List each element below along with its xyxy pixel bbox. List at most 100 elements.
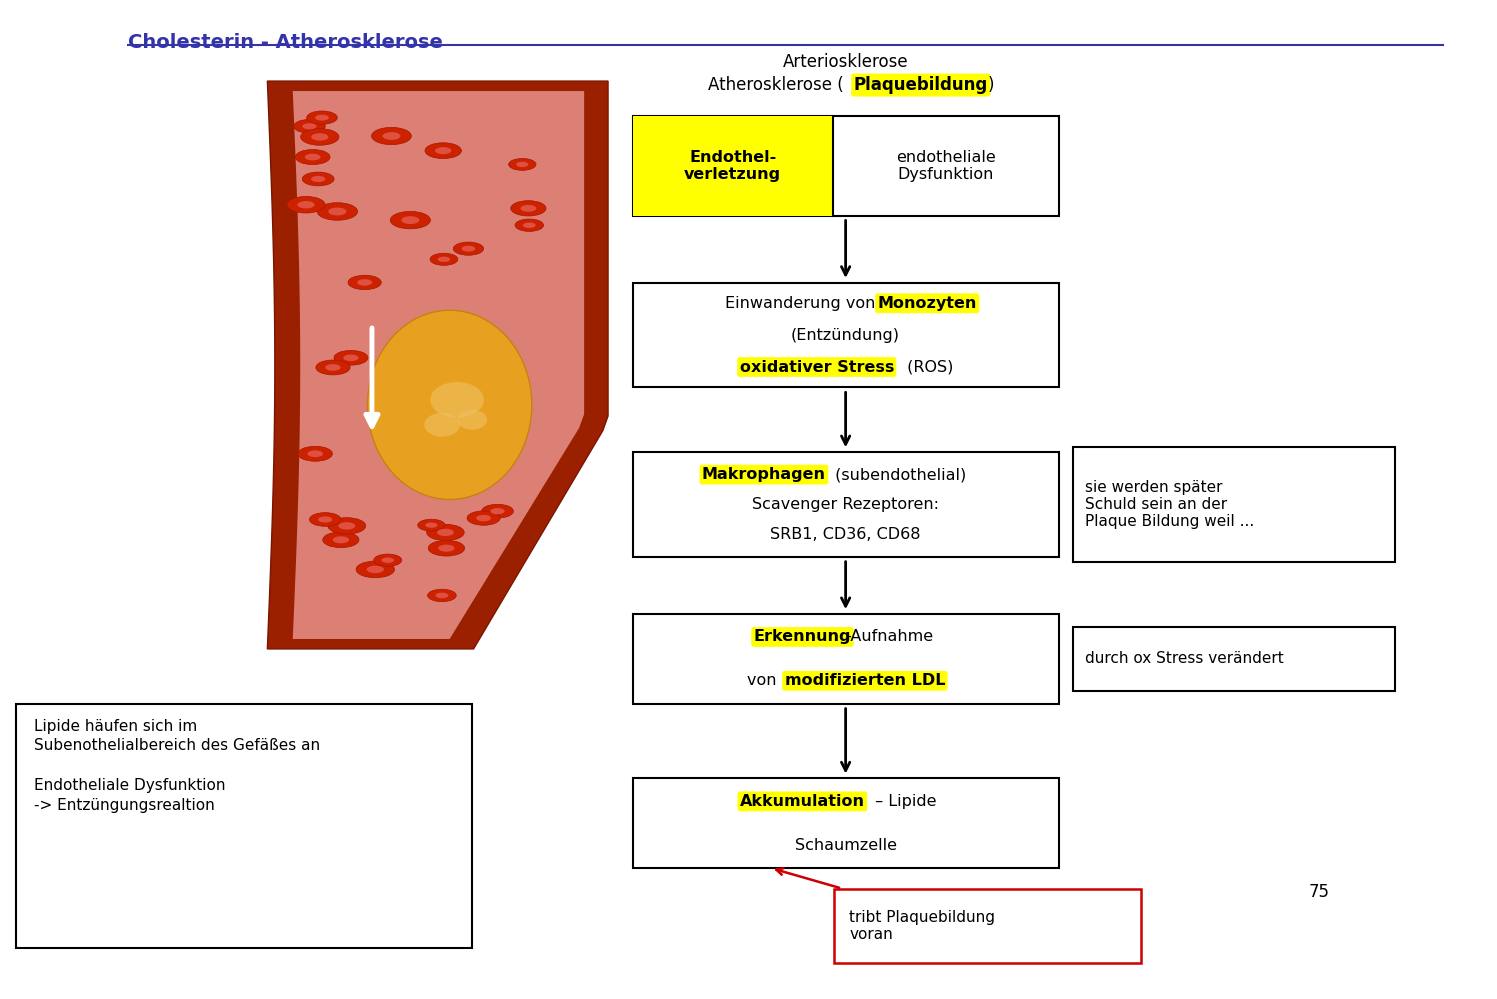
Text: 75: 75 — [1308, 883, 1329, 901]
Text: (subendothelial): (subendothelial) — [831, 468, 967, 483]
Ellipse shape — [401, 216, 419, 224]
Text: oxidativer Stress: oxidativer Stress — [740, 360, 894, 375]
Ellipse shape — [491, 508, 504, 514]
Ellipse shape — [328, 208, 346, 216]
Text: – Lipide: – Lipide — [870, 794, 937, 809]
Ellipse shape — [302, 172, 334, 186]
Bar — [633, 116, 1058, 216]
Text: Monozyten: Monozyten — [877, 296, 978, 311]
Ellipse shape — [298, 201, 314, 209]
Text: Makrophagen: Makrophagen — [702, 468, 826, 483]
Bar — [633, 116, 832, 216]
Text: -Aufnahme: -Aufnahme — [844, 629, 933, 644]
Ellipse shape — [307, 111, 337, 124]
Polygon shape — [268, 81, 608, 649]
Ellipse shape — [287, 197, 325, 213]
Ellipse shape — [310, 512, 341, 526]
Text: (Entzündung): (Entzündung) — [790, 328, 900, 343]
Ellipse shape — [295, 150, 329, 165]
Bar — [1073, 626, 1395, 691]
Ellipse shape — [454, 242, 484, 255]
Ellipse shape — [436, 147, 452, 154]
Ellipse shape — [427, 524, 464, 540]
Ellipse shape — [325, 364, 341, 371]
Text: modifizierten LDL: modifizierten LDL — [784, 673, 945, 688]
Ellipse shape — [436, 592, 449, 598]
Ellipse shape — [356, 561, 395, 577]
Ellipse shape — [430, 254, 458, 266]
Ellipse shape — [307, 451, 323, 458]
Ellipse shape — [298, 447, 332, 462]
Text: durch ox Stress verändert: durch ox Stress verändert — [1085, 651, 1284, 666]
Circle shape — [457, 410, 487, 430]
Ellipse shape — [332, 536, 349, 543]
Ellipse shape — [482, 504, 513, 518]
Text: Cholesterin - Atherosklerose: Cholesterin - Atherosklerose — [129, 33, 443, 52]
Ellipse shape — [382, 557, 394, 562]
Ellipse shape — [314, 115, 329, 121]
Text: Akkumulation: Akkumulation — [740, 794, 865, 809]
Ellipse shape — [317, 203, 358, 220]
Ellipse shape — [302, 123, 316, 129]
Ellipse shape — [334, 351, 368, 366]
Ellipse shape — [328, 517, 365, 534]
Ellipse shape — [367, 311, 531, 500]
Ellipse shape — [418, 519, 445, 531]
Text: tribt Plaquebildung
voran: tribt Plaquebildung voran — [849, 910, 996, 942]
Ellipse shape — [439, 544, 455, 551]
Ellipse shape — [323, 531, 359, 547]
Ellipse shape — [516, 162, 528, 167]
Circle shape — [430, 382, 484, 418]
Ellipse shape — [311, 133, 328, 141]
Text: Erkennung: Erkennung — [753, 629, 852, 644]
Ellipse shape — [343, 355, 359, 361]
Text: Lipide häufen sich im
Subenothelialbereich des Gefäßes an

Endotheliale Dysfunkt: Lipide häufen sich im Subenothelialberei… — [34, 718, 320, 813]
Text: sie werden später
Schuld sein an der
Plaque Bildung weil ...: sie werden später Schuld sein an der Pla… — [1085, 480, 1254, 529]
Bar — [16, 703, 472, 948]
Ellipse shape — [437, 528, 454, 536]
Ellipse shape — [510, 201, 546, 216]
Ellipse shape — [428, 540, 464, 556]
Ellipse shape — [305, 154, 320, 161]
Ellipse shape — [367, 565, 383, 573]
Text: Endothel-
verletzung: Endothel- verletzung — [684, 150, 781, 182]
Ellipse shape — [338, 522, 355, 529]
Bar — [1073, 448, 1395, 561]
Ellipse shape — [347, 276, 382, 290]
Ellipse shape — [467, 510, 500, 525]
Text: Scavenger Rezeptoren:: Scavenger Rezeptoren: — [751, 497, 939, 511]
Ellipse shape — [437, 257, 451, 262]
Bar — [834, 888, 1141, 963]
Text: Schaumzelle: Schaumzelle — [795, 838, 897, 853]
Bar — [633, 453, 1058, 556]
Ellipse shape — [311, 176, 325, 182]
Ellipse shape — [515, 219, 543, 232]
Text: Plaquebildung: Plaquebildung — [853, 76, 988, 94]
Text: (ROS): (ROS) — [901, 360, 954, 375]
Text: ): ) — [988, 76, 994, 94]
Text: Einwanderung von: Einwanderung von — [725, 296, 880, 311]
Bar — [633, 614, 1058, 703]
Text: Arteriosklerose: Arteriosklerose — [783, 53, 909, 71]
Ellipse shape — [374, 554, 401, 566]
Text: Atherosklerose (: Atherosklerose ( — [708, 76, 843, 94]
Ellipse shape — [358, 279, 373, 286]
Ellipse shape — [509, 159, 536, 171]
Ellipse shape — [301, 129, 338, 145]
Ellipse shape — [383, 132, 400, 140]
Text: SRB1, CD36, CD68: SRB1, CD36, CD68 — [771, 526, 921, 541]
Ellipse shape — [425, 522, 437, 527]
Ellipse shape — [521, 205, 536, 212]
Ellipse shape — [391, 212, 431, 229]
Ellipse shape — [428, 589, 457, 601]
Text: endotheliale
Dysfunktion: endotheliale Dysfunktion — [895, 150, 996, 182]
Bar — [633, 778, 1058, 868]
Circle shape — [424, 413, 460, 437]
Ellipse shape — [317, 516, 332, 522]
Ellipse shape — [293, 120, 325, 133]
Ellipse shape — [476, 514, 491, 521]
Ellipse shape — [371, 128, 412, 145]
Ellipse shape — [316, 360, 350, 375]
Ellipse shape — [461, 246, 475, 252]
Text: von: von — [747, 673, 781, 688]
